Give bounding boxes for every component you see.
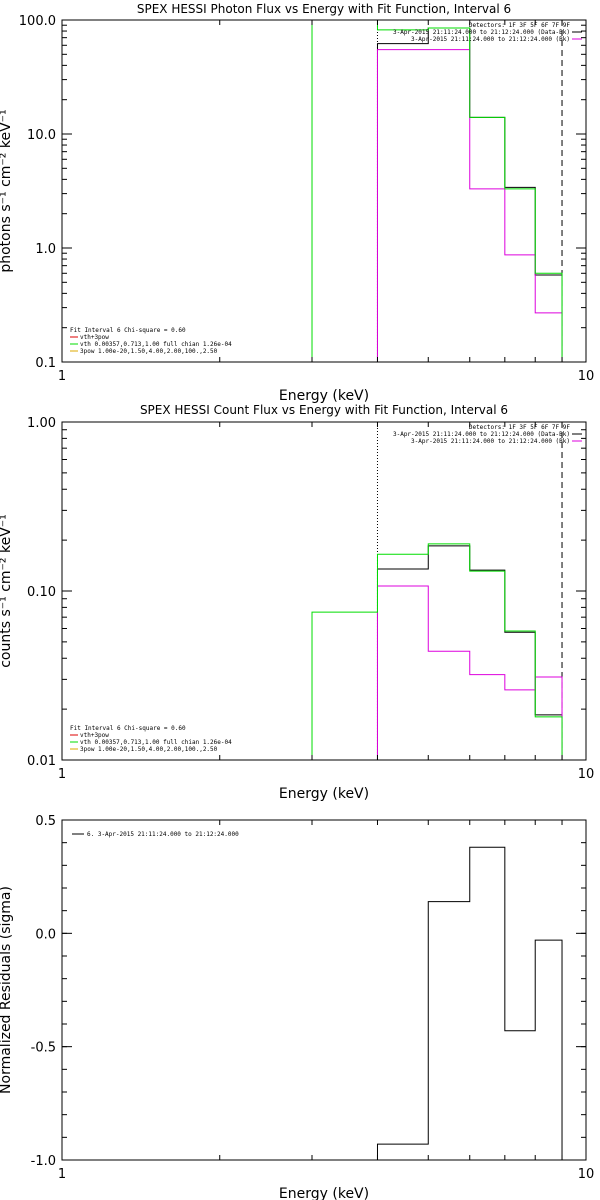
y-tick-label: -0.5 <box>31 1041 56 1056</box>
x-tick-label: 1 <box>58 1167 66 1182</box>
series-line-1 <box>376 846 563 1160</box>
legend-bottom-text: Fit Interval 6 Chi-square = 0.60 <box>70 725 186 732</box>
y-tick-label: 0.1 <box>35 356 56 371</box>
y-tick-label: 1.0 <box>35 242 56 257</box>
legend-bottom-text: vth+3pow <box>80 334 109 341</box>
series-line-1 <box>376 545 563 760</box>
y-tick-label: 0.01 <box>27 754 56 769</box>
chart-title: SPEX HESSI Photon Flux vs Energy with Fi… <box>137 2 511 16</box>
legend-bottom-text: 3pow 1.00e-20,1.50,4.00,2.00,100.,2.50 <box>80 348 218 355</box>
y-tick-label: 0.10 <box>27 585 56 600</box>
legend-top-text: 3-Apr-2015 21:11:24.000 to 21:12:24.000 … <box>411 438 570 445</box>
x-tick-label: 10 <box>578 369 595 384</box>
legend-bottom-text: Fit Interval 6 Chi-square = 0.60 <box>70 327 186 334</box>
y-tick-label: -1.0 <box>31 1154 56 1169</box>
y-tick-label: 0.5 <box>35 814 56 829</box>
y-axis-label: counts s⁻¹ cm⁻² keV⁻¹ <box>0 514 14 668</box>
x-tick-label: 1 <box>58 369 66 384</box>
legend-bottom-text: vth 0.00357,0.713,1.00 full chian 1.26e-… <box>80 739 232 746</box>
legend-top-text: 3-Apr-2015 21:11:24.000 to 21:12:24.000 … <box>393 431 570 438</box>
legend-top-text: 3-Apr-2015 21:11:24.000 to 21:12:24.000 … <box>411 36 570 43</box>
chart-panel-2: SPEX HESSI Count Flux vs Energy with Fit… <box>0 403 594 802</box>
x-tick-label: 10 <box>578 1167 595 1182</box>
legend-bottom-text: 3pow 1.00e-20,1.50,4.00,2.00,100.,2.50 <box>80 746 218 753</box>
plot-frame <box>61 421 587 761</box>
legend-top-text: 3-Apr-2015 21:11:24.000 to 21:12:24.000 … <box>393 29 570 36</box>
plot-frame <box>61 819 587 1161</box>
y-tick-label: 10.0 <box>27 128 56 143</box>
x-axis-label: Energy (keV) <box>279 786 369 802</box>
legend-top-text: Detectors: 1F 3F 5F 6F 7F 9F <box>469 22 571 29</box>
chart-panel-3: 1 10 -1.0 -0.5 0.0 0.5 Energy (keV) Normalized … <box>0 814 594 1200</box>
x-tick-label: 1 <box>58 767 66 782</box>
y-tick-label: 0.0 <box>35 927 56 942</box>
legend-top-text: Detectors: 1F 3F 5F 6F 7F 9F <box>469 424 571 431</box>
legend-bottom-text: vth+3pow <box>80 732 109 739</box>
y-axis-label: photons s⁻¹ cm⁻² keV⁻¹ <box>0 109 14 272</box>
y-axis-label: Normalized Residuals (sigma) <box>0 886 14 1094</box>
legend-bottom-text: vth 0.00357,0.713,1.00 full chian 1.26e-… <box>80 341 232 348</box>
legend-top-text: 6. 3-Apr-2015 21:11:24.000 to 21:12:24.0… <box>87 831 239 838</box>
series-line-2 <box>376 585 563 760</box>
series-line-3 <box>311 19 563 362</box>
plot-frame <box>61 19 587 363</box>
chart-title: SPEX HESSI Count Flux vs Energy with Fit… <box>140 403 508 417</box>
x-tick-label: 10 <box>578 767 595 782</box>
y-tick-label: 1.00 <box>27 416 56 431</box>
series-line-3 <box>311 543 563 760</box>
y-tick-label: 100.0 <box>19 14 56 29</box>
x-axis-label: Energy (keV) <box>279 1186 369 1200</box>
chart-panel-1: SPEX HESSI Photon Flux vs Energy with Fi… <box>0 2 594 404</box>
x-axis-label: Energy (keV) <box>279 388 369 404</box>
